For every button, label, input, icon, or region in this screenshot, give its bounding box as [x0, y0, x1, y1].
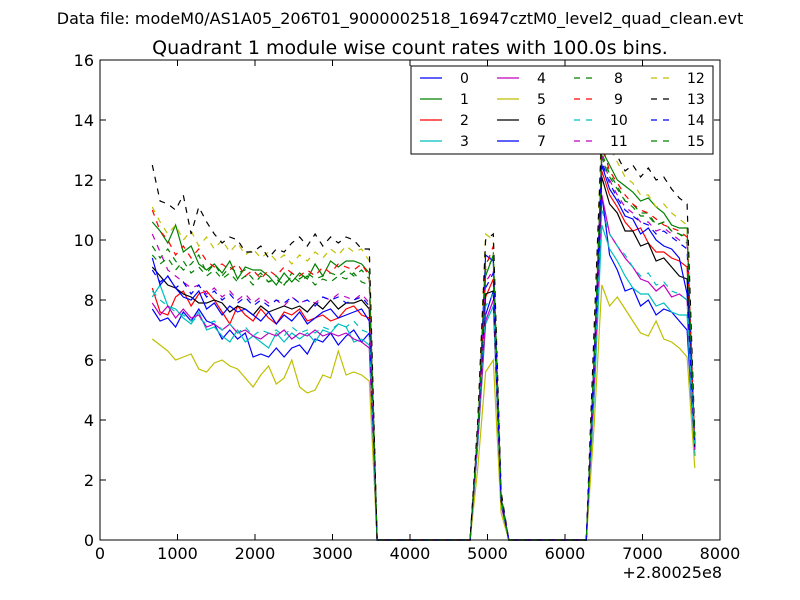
axis-ticks: 0 1000 2000 3000 4000 5000 6000 7000 80000246810… — [74, 51, 741, 563]
series-line-15 — [151, 158, 696, 541]
legend-label-15: 15 — [687, 134, 705, 150]
y-tick-label: 12 — [74, 171, 94, 190]
legend-label-8: 8 — [614, 71, 623, 87]
legend-label-4: 4 — [537, 71, 546, 87]
x-tick-label: 0 — [95, 544, 105, 563]
legend-label-7: 7 — [537, 134, 546, 150]
y-tick-label: 2 — [84, 471, 94, 490]
legend-label-10: 10 — [610, 113, 628, 129]
y-tick-label: 16 — [74, 51, 94, 70]
x-tick-label: 3000 — [312, 544, 353, 563]
legend-label-14: 14 — [687, 113, 705, 129]
legend-label-0: 0 — [460, 71, 469, 87]
y-tick-label: 4 — [84, 411, 94, 430]
x-tick-label: 7000 — [622, 544, 663, 563]
chart-title: Quadrant 1 module wise count rates with … — [152, 37, 668, 59]
y-tick-label: 6 — [84, 351, 94, 370]
legend-label-1: 1 — [460, 92, 469, 108]
legend-label-9: 9 — [614, 92, 623, 108]
x-tick-label: 6000 — [545, 544, 586, 563]
x-tick-label: 2000 — [235, 544, 276, 563]
y-tick-label: 10 — [74, 231, 94, 250]
legend-label-6: 6 — [537, 113, 546, 129]
legend-label-2: 2 — [460, 113, 469, 129]
legend-box — [410, 65, 714, 155]
y-tick-label: 0 — [84, 531, 94, 550]
x-tick-label: 5000 — [467, 544, 508, 563]
x-offset-label: +2.80025e8 — [622, 563, 722, 582]
x-tick-label: 8000 — [700, 544, 741, 563]
legend-label-11: 11 — [610, 134, 628, 150]
legend-label-13: 13 — [687, 92, 705, 108]
legend-label-12: 12 — [687, 71, 705, 87]
legend-label-3: 3 — [460, 134, 469, 150]
y-tick-label: 8 — [84, 291, 94, 310]
legend-label-5: 5 — [537, 92, 546, 108]
y-tick-label: 14 — [74, 111, 94, 130]
x-tick-label: 4000 — [390, 544, 431, 563]
data-file-suptitle: Data file: modeM0/AS1A05_206T01_90000025… — [57, 9, 743, 29]
x-tick-label: 1000 — [157, 544, 198, 563]
